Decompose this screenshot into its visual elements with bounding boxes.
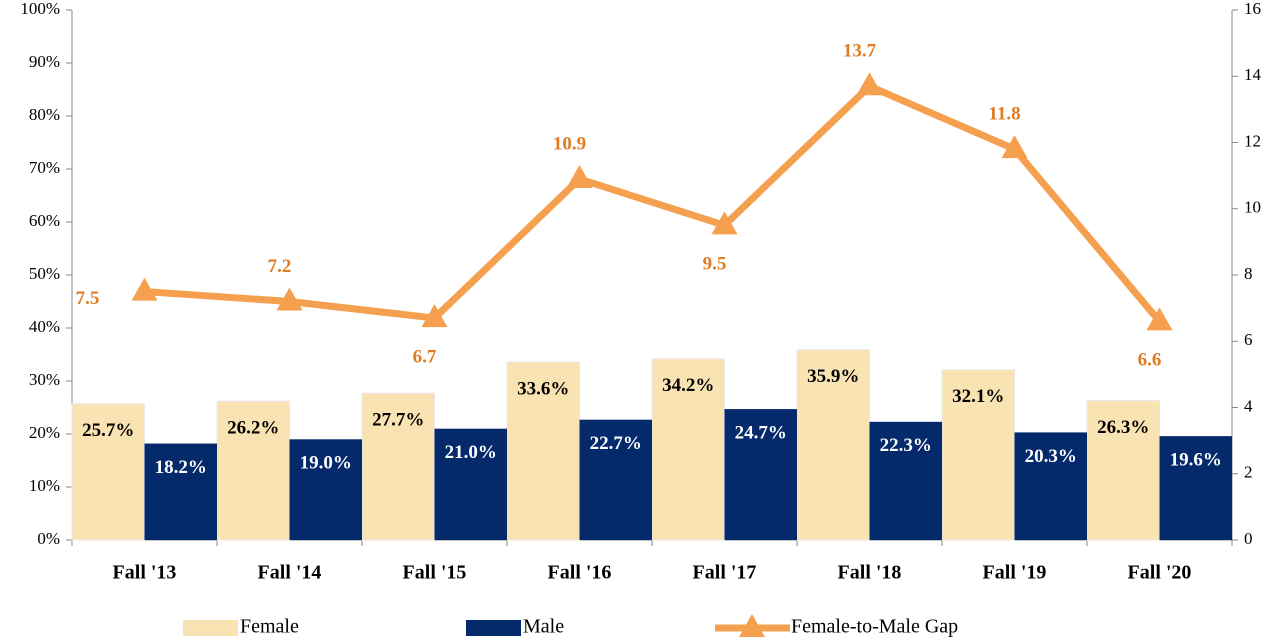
y2-tick-label: 6 xyxy=(1244,330,1253,349)
y-tick-label: 80% xyxy=(29,105,60,124)
data-label: 27.7% xyxy=(372,410,424,431)
bar xyxy=(71,403,145,541)
line xyxy=(144,82,1163,324)
marker xyxy=(131,277,158,301)
legend-label: Male xyxy=(523,616,564,638)
marker xyxy=(711,211,738,235)
data-label: 32.1% xyxy=(952,386,1004,407)
data-label: 6.6 xyxy=(1138,350,1162,371)
y2-tick-label: 8 xyxy=(1244,264,1253,283)
y-tick-label: 50% xyxy=(29,264,60,283)
legend-label: Female-to-Male Gap xyxy=(791,616,958,638)
bar xyxy=(724,409,797,540)
y2-tick-label: 16 xyxy=(1244,0,1261,18)
marker xyxy=(856,72,883,96)
data-label: 9.5 xyxy=(703,254,727,275)
data-label: 18.2% xyxy=(155,457,207,478)
bar xyxy=(579,419,652,540)
marker xyxy=(421,304,448,328)
data-label: 13.7 xyxy=(843,41,877,62)
data-label: 34.2% xyxy=(662,375,714,396)
bar xyxy=(1014,432,1087,540)
x-tick-label: Fall '17 xyxy=(693,562,757,584)
data-label: 6.7 xyxy=(413,346,437,367)
y-tick-label: 60% xyxy=(29,211,60,230)
bar xyxy=(361,392,435,541)
data-label: 7.5 xyxy=(76,288,100,309)
x-tick-label: Fall '14 xyxy=(258,562,322,584)
y2-tick-label: 10 xyxy=(1244,198,1261,217)
y2-tick-label: 14 xyxy=(1244,65,1262,84)
data-label: 26.2% xyxy=(227,417,279,438)
y-tick-label: 70% xyxy=(29,158,60,177)
bar xyxy=(1086,400,1160,541)
y2-tick-label: 4 xyxy=(1244,396,1253,415)
y-tick-label: 40% xyxy=(29,317,60,336)
data-label: 22.7% xyxy=(590,433,642,454)
data-label: 25.7% xyxy=(82,420,134,441)
y2-tick-label: 12 xyxy=(1244,131,1261,150)
marker xyxy=(1146,307,1173,331)
x-tick-label: Fall '13 xyxy=(113,562,177,584)
legend-swatch xyxy=(466,620,521,636)
data-label: 19.0% xyxy=(300,453,352,474)
data-label: 21.0% xyxy=(445,442,497,463)
y-tick-label: 0% xyxy=(37,529,60,548)
marker xyxy=(276,287,303,311)
bar xyxy=(144,443,217,540)
data-label: 35.9% xyxy=(807,366,859,387)
y-tick-label: 90% xyxy=(29,52,60,71)
bar xyxy=(941,369,1015,541)
data-label: 7.2 xyxy=(268,256,292,277)
legend-marker xyxy=(739,614,765,637)
legend-swatch xyxy=(183,620,238,636)
x-tick-label: Fall '18 xyxy=(838,562,902,584)
marker xyxy=(1001,135,1028,159)
y2-tick-label: 0 xyxy=(1244,529,1253,548)
x-tick-label: Fall '16 xyxy=(548,562,612,584)
bar xyxy=(506,361,580,541)
data-label: 24.7% xyxy=(735,422,787,443)
bar xyxy=(869,421,942,540)
bar xyxy=(651,358,725,541)
data-label: 33.6% xyxy=(517,378,569,399)
data-label: 11.8 xyxy=(988,103,1020,124)
bar xyxy=(289,439,362,540)
data-label: 19.6% xyxy=(1170,449,1222,470)
data-label: 10.9 xyxy=(553,133,586,154)
y-tick-label: 100% xyxy=(20,0,60,18)
bar xyxy=(796,349,870,541)
bar xyxy=(216,400,290,541)
bar xyxy=(1159,436,1232,540)
x-tick-label: Fall '19 xyxy=(983,562,1047,584)
y-tick-label: 10% xyxy=(29,476,60,495)
data-label: 26.3% xyxy=(1097,417,1149,438)
legend-label: Female xyxy=(240,616,299,638)
y-tick-label: 30% xyxy=(29,370,60,389)
y2-tick-label: 2 xyxy=(1244,463,1253,482)
x-tick-label: Fall '15 xyxy=(403,562,467,584)
data-label: 22.3% xyxy=(880,435,932,456)
x-tick-label: Fall '20 xyxy=(1128,562,1192,584)
marker xyxy=(566,164,593,188)
y-tick-label: 20% xyxy=(29,423,60,442)
data-label: 20.3% xyxy=(1025,446,1077,467)
bar xyxy=(434,428,507,540)
